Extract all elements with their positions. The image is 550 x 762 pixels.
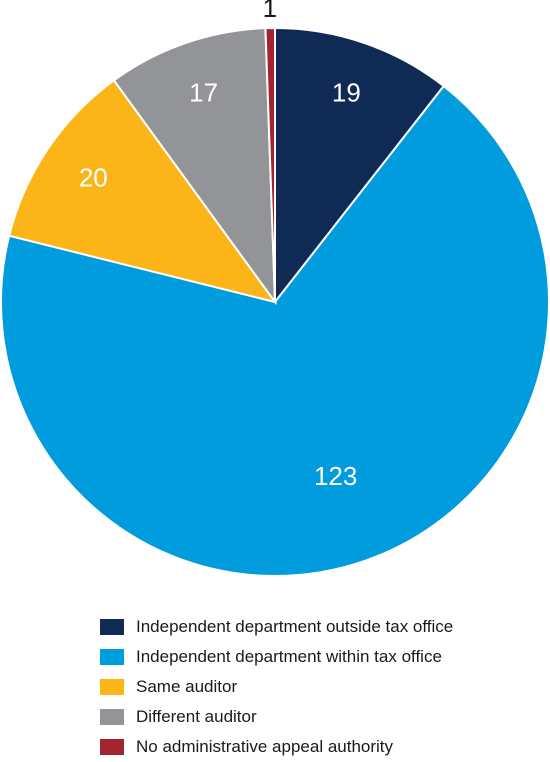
legend-swatch (100, 649, 124, 665)
pie-value-labels: 19 123 20 17 1 (79, 0, 361, 491)
pie-slice (264, 26, 276, 303)
legend-label: Same auditor (136, 677, 238, 696)
slice-value-label: 123 (314, 461, 357, 491)
legend-item-no-appeal-authority: No administrative appeal authority (100, 732, 453, 762)
legend-label: No administrative appeal authority (136, 737, 394, 756)
pie-slices (0, 26, 550, 577)
slice-value-label: 1 (263, 0, 277, 23)
legend-swatch (100, 619, 124, 635)
pie-chart: 19 123 20 17 1 (0, 0, 550, 577)
legend-label: Independent department within tax office (136, 647, 442, 666)
pie-slice (274, 26, 446, 305)
pie-slice (112, 27, 277, 306)
legend-item-outside-tax-office: Independent department outside tax offic… (100, 612, 453, 642)
pie-slice (7, 78, 278, 304)
legend-label: Independent department outside tax offic… (136, 617, 454, 636)
legend-item-different-auditor: Different auditor (100, 702, 453, 732)
legend-item-same-auditor: Same auditor (100, 672, 453, 702)
slice-value-label: 17 (189, 78, 218, 108)
legend-swatch (100, 679, 124, 695)
legend: Independent department outside tax offic… (100, 612, 453, 762)
legend-item-within-tax-office: Independent department within tax office (100, 642, 453, 672)
legend-swatch (100, 739, 124, 755)
legend-label: Different auditor (136, 707, 257, 726)
pie-slice (0, 84, 550, 577)
slice-value-label: 19 (332, 78, 361, 108)
legend-swatch (100, 709, 124, 725)
slice-value-label: 20 (79, 162, 108, 192)
